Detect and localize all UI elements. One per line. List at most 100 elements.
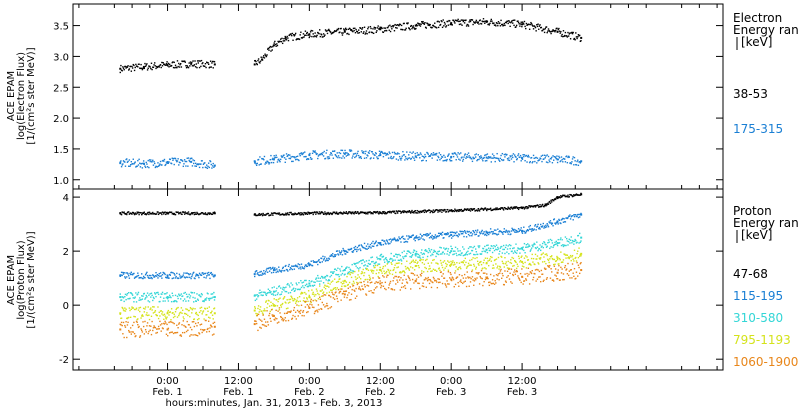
data-sample [372, 260, 374, 263]
data-sample [313, 284, 316, 286]
data-sample [497, 158, 500, 160]
data-sample [401, 282, 403, 284]
data-sample [480, 156, 483, 159]
data-sample [141, 213, 143, 216]
data-sample [363, 272, 366, 274]
data-sample [290, 267, 292, 270]
data-sample [400, 157, 403, 159]
data-sample [467, 265, 469, 267]
data-sample [262, 273, 264, 275]
data-sample [472, 246, 474, 249]
data-sample [184, 325, 186, 328]
data-sample [578, 242, 580, 244]
data-sample [174, 157, 177, 160]
data-sample [363, 247, 365, 249]
data-sample [459, 266, 461, 268]
data-sample [478, 210, 481, 212]
data-sample [374, 242, 376, 245]
data-sample [495, 229, 497, 231]
data-sample [512, 153, 515, 155]
data-sample [455, 234, 457, 237]
data-sample [339, 278, 341, 280]
data-sample [413, 159, 416, 161]
data-sample [288, 157, 290, 160]
data-sample [514, 154, 516, 156]
data-sample [564, 31, 567, 34]
data-sample [516, 249, 518, 252]
data-point [253, 309, 256, 312]
data-sample [200, 328, 202, 331]
data-sample [254, 294, 256, 296]
data-point [343, 30, 346, 33]
data-sample [363, 274, 365, 277]
data-sample [298, 310, 301, 313]
data-sample [501, 277, 503, 279]
data-sample [400, 159, 402, 161]
data-sample [287, 270, 289, 272]
data-sample [423, 211, 426, 214]
data-sample [209, 160, 212, 163]
data-sample [462, 231, 465, 233]
data-sample [369, 246, 371, 248]
data-sample [404, 238, 406, 240]
data-sample [478, 235, 480, 237]
data-sample [510, 230, 513, 232]
data-sample [175, 275, 177, 278]
data-sample [398, 262, 400, 264]
data-sample [472, 279, 474, 281]
data-sample [204, 329, 206, 331]
data-sample [492, 231, 494, 233]
data-sample [262, 56, 264, 59]
data-sample [547, 30, 549, 32]
data-sample [146, 296, 148, 298]
data-sample [415, 236, 417, 238]
data-sample [120, 274, 122, 276]
data-sample [317, 157, 319, 160]
data-sample [147, 300, 149, 302]
data-sample [515, 267, 518, 270]
data-sample [455, 209, 457, 211]
data-sample [426, 278, 428, 280]
data-sample [320, 257, 323, 260]
data-sample [279, 297, 281, 299]
data-sample [191, 312, 193, 314]
data-sample [412, 25, 414, 27]
data-sample [293, 299, 295, 302]
data-sample [302, 292, 304, 294]
data-sample [133, 297, 136, 299]
data-sample [436, 152, 438, 155]
data-sample [520, 160, 522, 162]
data-sample [417, 264, 420, 267]
data-sample [378, 154, 380, 157]
data-sample [551, 222, 554, 224]
data-sample [169, 158, 172, 161]
data-sample [174, 64, 177, 67]
data-sample [129, 297, 131, 300]
data-sample [335, 269, 338, 271]
data-sample [267, 212, 270, 215]
data-sample [319, 35, 322, 38]
data-sample [376, 269, 378, 271]
data-sample [358, 286, 361, 288]
data-sample [415, 250, 418, 253]
data-sample [558, 196, 561, 198]
data-sample [196, 60, 199, 62]
data-sample [304, 266, 306, 268]
data-sample [537, 269, 539, 271]
data-sample [256, 313, 258, 315]
data-sample [553, 244, 556, 246]
data-sample [299, 312, 301, 315]
data-sample [413, 282, 415, 284]
data-sample [489, 255, 492, 258]
data-sample [341, 149, 344, 152]
data-sample [180, 66, 183, 68]
data-sample [501, 152, 504, 155]
data-sample [497, 21, 500, 23]
data-sample [396, 27, 398, 29]
data-sample [468, 21, 470, 23]
x-tick-label-time: 12:00 [508, 376, 537, 387]
data-point [556, 220, 559, 223]
data-sample [537, 23, 539, 25]
data-sample [486, 251, 489, 254]
data-sample [545, 161, 548, 163]
